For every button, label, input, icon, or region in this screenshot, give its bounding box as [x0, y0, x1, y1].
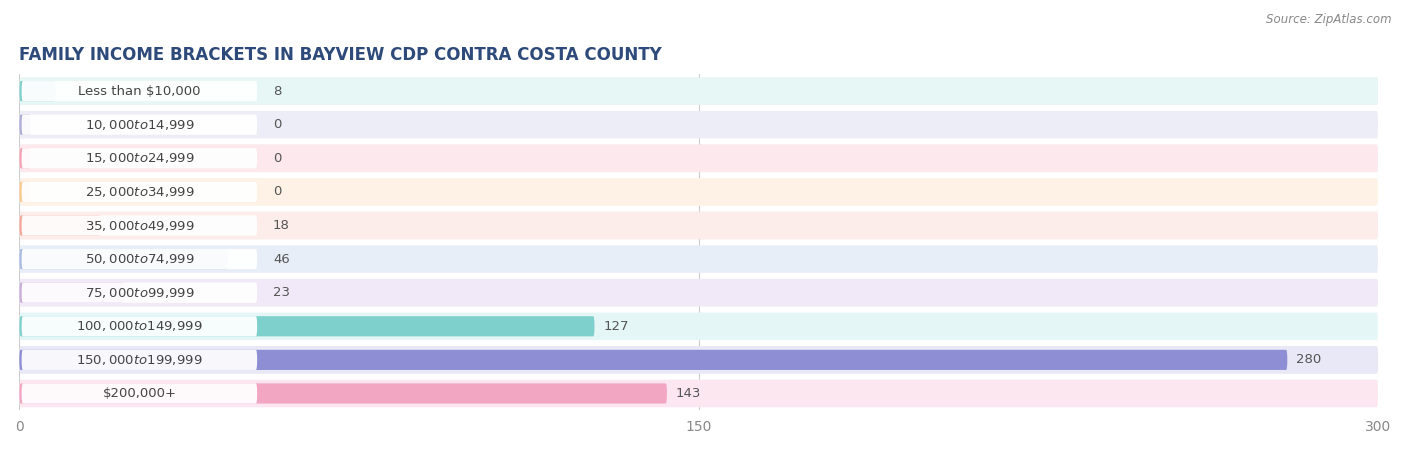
- FancyBboxPatch shape: [21, 114, 257, 135]
- FancyBboxPatch shape: [20, 316, 595, 336]
- Text: $25,000 to $34,999: $25,000 to $34,999: [84, 185, 194, 199]
- FancyBboxPatch shape: [20, 346, 1378, 374]
- FancyBboxPatch shape: [20, 81, 56, 101]
- FancyBboxPatch shape: [20, 383, 666, 404]
- Text: $50,000 to $74,999: $50,000 to $74,999: [84, 252, 194, 266]
- Text: 18: 18: [273, 219, 290, 232]
- FancyBboxPatch shape: [20, 178, 1378, 206]
- FancyBboxPatch shape: [21, 350, 257, 370]
- Text: 46: 46: [273, 253, 290, 266]
- FancyBboxPatch shape: [20, 346, 1378, 374]
- FancyBboxPatch shape: [21, 81, 257, 101]
- Text: $200,000+: $200,000+: [103, 387, 176, 400]
- FancyBboxPatch shape: [20, 145, 1378, 172]
- FancyBboxPatch shape: [20, 350, 1288, 370]
- FancyBboxPatch shape: [20, 182, 31, 202]
- FancyBboxPatch shape: [20, 380, 1378, 407]
- FancyBboxPatch shape: [21, 383, 257, 404]
- FancyBboxPatch shape: [21, 148, 257, 168]
- FancyBboxPatch shape: [20, 111, 1378, 138]
- FancyBboxPatch shape: [20, 249, 228, 269]
- Text: 143: 143: [676, 387, 702, 400]
- FancyBboxPatch shape: [20, 282, 124, 303]
- FancyBboxPatch shape: [20, 77, 1378, 105]
- FancyBboxPatch shape: [20, 212, 1378, 239]
- Text: FAMILY INCOME BRACKETS IN BAYVIEW CDP CONTRA COSTA COUNTY: FAMILY INCOME BRACKETS IN BAYVIEW CDP CO…: [20, 46, 662, 64]
- FancyBboxPatch shape: [20, 114, 31, 135]
- FancyBboxPatch shape: [20, 216, 101, 236]
- FancyBboxPatch shape: [21, 316, 257, 336]
- Text: $75,000 to $99,999: $75,000 to $99,999: [84, 286, 194, 299]
- FancyBboxPatch shape: [20, 279, 1378, 307]
- Text: Source: ZipAtlas.com: Source: ZipAtlas.com: [1267, 13, 1392, 26]
- Text: 0: 0: [273, 185, 281, 198]
- FancyBboxPatch shape: [20, 77, 1378, 105]
- Text: Less than $10,000: Less than $10,000: [79, 84, 201, 97]
- FancyBboxPatch shape: [20, 245, 1378, 273]
- Text: 280: 280: [1296, 353, 1322, 366]
- Text: 23: 23: [273, 286, 290, 299]
- Text: $100,000 to $149,999: $100,000 to $149,999: [76, 319, 202, 333]
- Text: $150,000 to $199,999: $150,000 to $199,999: [76, 353, 202, 367]
- Text: 127: 127: [603, 320, 628, 333]
- FancyBboxPatch shape: [20, 145, 1378, 172]
- Text: $15,000 to $24,999: $15,000 to $24,999: [84, 151, 194, 165]
- Text: $35,000 to $49,999: $35,000 to $49,999: [84, 219, 194, 233]
- Text: $10,000 to $14,999: $10,000 to $14,999: [84, 118, 194, 132]
- FancyBboxPatch shape: [21, 182, 257, 202]
- FancyBboxPatch shape: [21, 282, 257, 303]
- FancyBboxPatch shape: [20, 313, 1378, 340]
- Text: 0: 0: [273, 152, 281, 165]
- FancyBboxPatch shape: [20, 279, 1378, 307]
- FancyBboxPatch shape: [20, 148, 31, 168]
- Text: 8: 8: [273, 84, 281, 97]
- FancyBboxPatch shape: [20, 212, 1378, 239]
- Text: 0: 0: [273, 118, 281, 131]
- FancyBboxPatch shape: [21, 249, 257, 269]
- FancyBboxPatch shape: [21, 216, 257, 236]
